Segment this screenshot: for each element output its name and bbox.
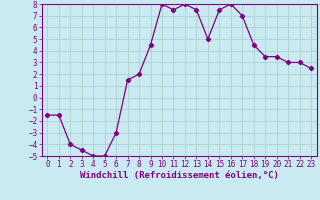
X-axis label: Windchill (Refroidissement éolien,°C): Windchill (Refroidissement éolien,°C)	[80, 171, 279, 180]
